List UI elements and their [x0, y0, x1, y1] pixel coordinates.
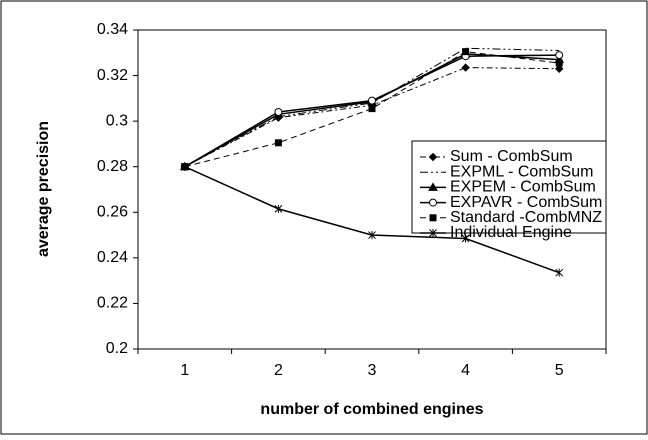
x-tick-label: 1 [180, 362, 189, 379]
legend-label: EXPAVR - CombSum [450, 194, 602, 211]
point [462, 48, 470, 56]
point [368, 96, 376, 105]
point [555, 268, 564, 277]
y-tick-label: 0.2 [106, 340, 128, 357]
point [180, 162, 189, 171]
legend-label: EXPEM - CombSum [450, 179, 596, 196]
series-line [184, 51, 560, 168]
point [368, 105, 376, 113]
y-tick-label: 0.24 [97, 249, 128, 266]
point [274, 108, 283, 117]
x-tick-label: 5 [555, 362, 564, 379]
point [368, 231, 376, 240]
legend-marker [429, 214, 437, 222]
point [461, 234, 470, 243]
legend-label: Standard -CombMNZ [450, 209, 602, 226]
x-axis-title: number of combined engines [260, 401, 483, 418]
y-tick-label: 0.26 [97, 204, 128, 221]
x-tick-label: 2 [274, 362, 283, 379]
legend-marker [429, 198, 437, 207]
y-tick-label: 0.32 [97, 67, 128, 84]
legend-marker [429, 229, 437, 237]
legend-marker [428, 152, 438, 162]
point [555, 59, 563, 67]
legend-label: Individual Engine [450, 224, 572, 241]
y-tick-label: 0.22 [97, 295, 128, 312]
x-tick-label: 4 [461, 362, 470, 379]
point [554, 64, 564, 73]
point [555, 51, 564, 60]
y-tick-label: 0.3 [106, 112, 128, 129]
point [461, 63, 470, 72]
legend-marker [428, 182, 438, 191]
point [274, 139, 282, 147]
y-tick-label: 0.28 [97, 158, 128, 175]
point [274, 204, 283, 213]
legend-label: EXPML - CombSum [450, 163, 593, 180]
x-tick-label: 3 [368, 362, 377, 379]
legend-label: Sum - CombSum [450, 148, 573, 165]
y-tick-label: 0.34 [97, 21, 128, 38]
y-axis-title: average precision [35, 121, 52, 257]
